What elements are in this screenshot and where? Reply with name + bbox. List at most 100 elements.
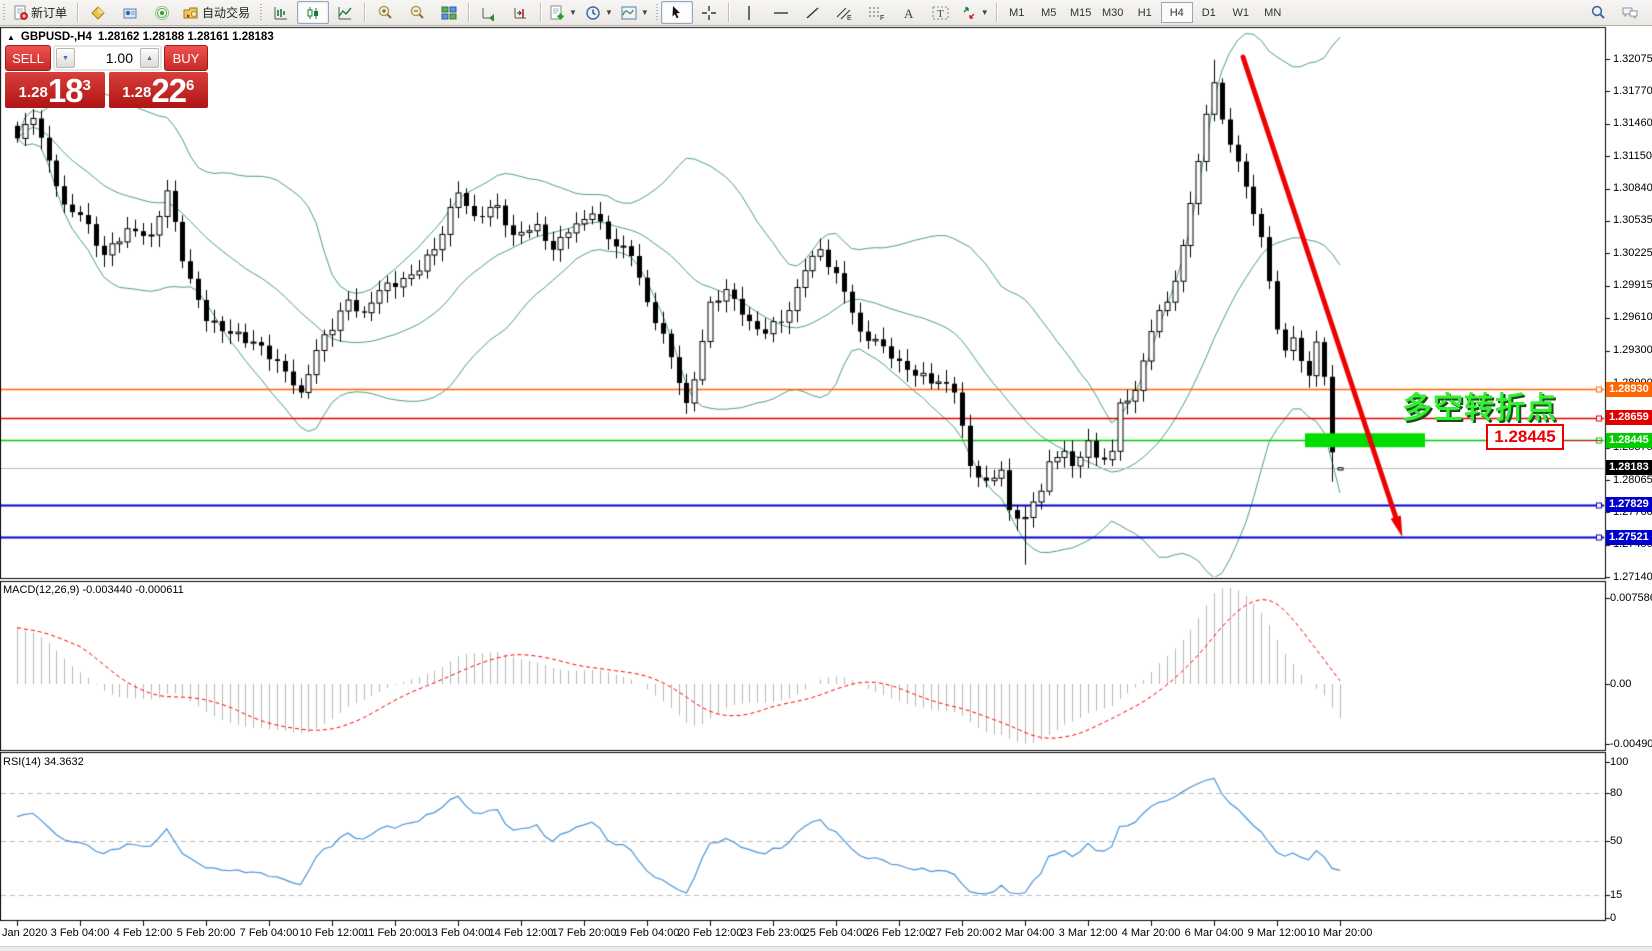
search-icon bbox=[1590, 4, 1607, 21]
timeframe-h1[interactable]: H1 bbox=[1137, 6, 1152, 19]
period-clock-caret: ▼ bbox=[604, 8, 613, 17]
time-axis-label: 4 Mar 20:00 bbox=[1121, 927, 1181, 939]
text-label-button[interactable]: T bbox=[925, 1, 957, 24]
vertical-line-icon bbox=[742, 5, 756, 21]
tile-windows-icon bbox=[441, 5, 457, 21]
timeframe-m15[interactable]: M15 bbox=[1070, 6, 1092, 19]
price-badge: 1.27521 bbox=[1606, 529, 1652, 545]
time-axis-label: 27 Feb 20:00 bbox=[929, 927, 995, 939]
period-clock-button[interactable]: ▼ bbox=[581, 1, 617, 24]
price-badge: 1.27829 bbox=[1606, 497, 1652, 513]
toolbar-drag-handle[interactable] bbox=[1, 3, 7, 22]
volume-input[interactable] bbox=[76, 47, 139, 69]
arrows-icon bbox=[961, 5, 977, 21]
time-axis-label: 17 Feb 20:00 bbox=[551, 927, 617, 939]
auto-trading-button[interactable]: 自动交易 bbox=[178, 1, 257, 24]
timeframe-h4[interactable]: H4 bbox=[1160, 2, 1193, 23]
zoom-in-icon bbox=[377, 4, 394, 21]
indicator-axis-tick: -0.004906 bbox=[1610, 738, 1652, 750]
fibonacci-button[interactable]: F bbox=[861, 1, 893, 24]
trendline-button[interactable] bbox=[797, 1, 829, 24]
candlestick-chart-button[interactable] bbox=[297, 1, 330, 24]
new-order-button[interactable]: 新订单 bbox=[8, 1, 74, 24]
cursor-icon bbox=[669, 5, 684, 20]
time-axis-label: 13 Feb 04:00 bbox=[425, 927, 491, 939]
candlestick-chart-icon bbox=[305, 5, 321, 21]
text-button[interactable]: A bbox=[893, 1, 925, 24]
chart-ohlc: 1.28162 1.28188 1.28161 1.28183 bbox=[97, 31, 274, 43]
chat-button[interactable] bbox=[1614, 1, 1646, 24]
volume-decrease-button[interactable]: ▼ bbox=[56, 48, 75, 68]
price-tick: 1.31770 bbox=[1613, 84, 1652, 97]
price-tick: 1.31460 bbox=[1613, 117, 1652, 130]
collapse-triangle-icon[interactable]: ▲ bbox=[7, 32, 15, 42]
chart-title: ▲ GBPUSD-,H4 1.28162 1.28188 1.28161 1.2… bbox=[7, 31, 274, 43]
navigator-icon bbox=[122, 5, 138, 21]
price-tick: 1.27140 bbox=[1613, 570, 1652, 583]
svg-text:F: F bbox=[880, 15, 884, 21]
arrows-button[interactable]: ▼ bbox=[957, 1, 993, 24]
timeframe-w1[interactable]: W1 bbox=[1232, 6, 1249, 19]
ask-price-small: 1.28 bbox=[122, 84, 152, 101]
time-axis-label: 10 Feb 12:00 bbox=[299, 927, 365, 939]
new-template-button[interactable]: ▼ bbox=[545, 1, 581, 24]
zoom-out-icon bbox=[409, 4, 426, 21]
ask-price-panel[interactable]: 1.28 22 6 bbox=[108, 72, 208, 108]
bar-chart-icon bbox=[273, 5, 289, 21]
svg-text:E: E bbox=[847, 15, 852, 21]
timeframe-m1[interactable]: M1 bbox=[1009, 6, 1025, 19]
timeframe-mn[interactable]: MN bbox=[1264, 6, 1282, 19]
signal-button[interactable] bbox=[146, 1, 178, 24]
crosshair-button[interactable] bbox=[693, 1, 725, 24]
equidistant-channel-button[interactable]: E bbox=[829, 1, 861, 24]
market-watch-button[interactable] bbox=[82, 1, 114, 24]
vertical-line-button[interactable] bbox=[733, 1, 765, 24]
line-chart-icon bbox=[337, 5, 353, 21]
buy-button[interactable]: BUY bbox=[164, 45, 208, 71]
price-tick: 1.28065 bbox=[1613, 473, 1652, 486]
chart-symbol: GBPUSD-,H4 bbox=[20, 31, 92, 43]
navigator-button[interactable] bbox=[114, 1, 146, 24]
market-watch-icon bbox=[90, 5, 106, 21]
price-annotation-box[interactable]: 1.28445 bbox=[1486, 424, 1564, 450]
indicator-axis-tick: 50 bbox=[1610, 834, 1623, 847]
sell-button[interactable]: SELL bbox=[5, 45, 51, 71]
chart-shift-button[interactable] bbox=[505, 1, 537, 24]
equidistant-channel-icon: E bbox=[836, 5, 853, 21]
auto-scroll-button[interactable] bbox=[473, 1, 505, 24]
time-axis-label: 19 Feb 04:00 bbox=[614, 927, 680, 939]
time-axis-label: 26 Feb 12:00 bbox=[866, 927, 932, 939]
turning-point-annotation[interactable]: 多空转折点 bbox=[1402, 392, 1557, 425]
cursor-button[interactable] bbox=[660, 1, 693, 24]
bid-price-panel[interactable]: 1.28 18 3 bbox=[5, 72, 105, 108]
trendline-icon bbox=[805, 5, 821, 21]
zoom-in-button[interactable] bbox=[369, 1, 401, 24]
toolbar: 新订单 自动交易 ▼ ▼ ▼ E F A T ▼ bbox=[0, 0, 1652, 26]
search-button[interactable] bbox=[1582, 1, 1614, 24]
timeframe-m30[interactable]: M30 bbox=[1102, 6, 1124, 19]
zoom-out-button[interactable] bbox=[401, 1, 433, 24]
line-chart-button[interactable] bbox=[329, 1, 361, 24]
time-axis-label: 10 Mar 20:00 bbox=[1307, 927, 1373, 939]
price-tick: 1.30535 bbox=[1613, 214, 1652, 227]
tile-windows-button[interactable] bbox=[433, 1, 465, 24]
price-badge: 1.28183 bbox=[1606, 460, 1652, 476]
svg-text:T: T bbox=[937, 8, 944, 20]
auto-trading-icon bbox=[183, 5, 199, 21]
bid-price-small: 1.28 bbox=[18, 84, 48, 101]
timeframe-group: M1 M5 M15 M30 H1 H4 D1 W1 MN bbox=[1001, 2, 1289, 23]
rsi-indicator-label: RSI(14) 34.3632 bbox=[3, 756, 84, 768]
window-bottom-strip bbox=[0, 946, 1652, 951]
timeframe-d1[interactable]: D1 bbox=[1201, 6, 1216, 19]
volume-increase-button[interactable]: ▲ bbox=[140, 48, 159, 68]
new-order-label: 新订单 bbox=[31, 6, 68, 20]
indicators-button[interactable]: ▼ bbox=[617, 1, 653, 24]
ask-price-sup: 6 bbox=[186, 77, 195, 94]
timeframe-m5[interactable]: M5 bbox=[1041, 6, 1057, 19]
horizontal-line-button[interactable] bbox=[765, 1, 797, 24]
bar-chart-button[interactable] bbox=[265, 1, 297, 24]
indicators-caret: ▼ bbox=[640, 8, 649, 17]
